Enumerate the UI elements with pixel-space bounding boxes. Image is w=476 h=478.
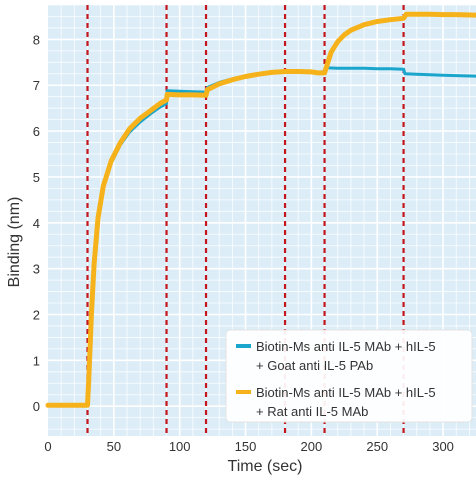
y-tick-label: 1: [33, 353, 40, 368]
y-tick-label: 8: [33, 32, 40, 47]
y-tick-label: 5: [33, 170, 40, 185]
x-tick-label: 100: [169, 439, 191, 454]
legend-entry-1-line1: Biotin-Ms anti IL-5 MAb + hIL-5: [256, 339, 436, 354]
y-axis-label: Binding (nm): [6, 197, 23, 288]
legend-entry-2-line2: + Rat anti IL-5 MAb: [256, 404, 368, 419]
series-line-2: [45, 11, 476, 408]
legend-box: [225, 329, 473, 423]
y-tick-label: 7: [33, 78, 40, 93]
legend-entry-2-line1: Biotin-Ms anti IL-5 MAb + hIL-5: [256, 385, 436, 400]
x-tick-label: 150: [235, 439, 257, 454]
x-tick-label: 50: [107, 439, 121, 454]
y-tick-label: 2: [33, 307, 40, 322]
x-axis-label: Time (sec): [228, 458, 303, 475]
x-axis-ticks: 0 50 100 150 200 250 300: [44, 439, 454, 454]
legend-entry-1-line2: + Goat anti IL-5 PAb: [256, 358, 373, 373]
x-tick-label: 300: [432, 439, 454, 454]
y-axis-ticks: 0 1 2 3 4 5 6 7 8: [33, 32, 40, 414]
y-tick-label: 3: [33, 262, 40, 277]
legend: Biotin-Ms anti IL-5 MAb + hIL-5 + Goat a…: [225, 329, 473, 423]
y-tick-label: 4: [33, 216, 40, 231]
y-tick-label: 6: [33, 124, 40, 139]
series-layer: [45, 11, 476, 408]
x-tick-label: 0: [44, 439, 51, 454]
y-tick-label: 0: [33, 399, 40, 414]
x-tick-label: 200: [301, 439, 323, 454]
x-tick-label: 250: [366, 439, 388, 454]
